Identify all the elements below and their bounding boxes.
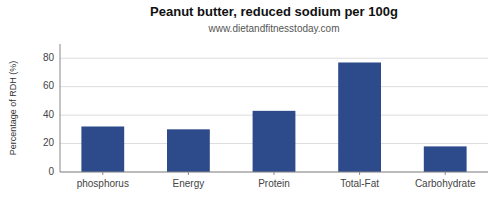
bar <box>424 146 467 172</box>
title: Peanut butter, reduced sodium per 100g <box>150 4 398 19</box>
bar <box>81 126 124 172</box>
y-axis-label: Percentage of RDH (%) <box>8 61 18 156</box>
grid-line <box>60 86 488 87</box>
grid-line <box>60 58 488 59</box>
y-tick-label: 60 <box>43 80 55 91</box>
grid <box>60 58 488 172</box>
x-tick <box>188 172 189 175</box>
subtitle: www.dietandfitnesstoday.com <box>208 23 340 34</box>
bar <box>253 111 296 172</box>
x-tick-label: Total-Fat <box>340 178 379 189</box>
y-tick-label: 0 <box>48 166 54 177</box>
x-tick <box>102 172 103 175</box>
x-tick <box>359 172 360 175</box>
y-tick-label: 40 <box>43 109 55 120</box>
chart: Peanut butter, reduced sodium per 100g ww… <box>0 0 500 200</box>
y-axis-line <box>60 44 61 172</box>
x-axis: phosphorus Energy Protein Total-Fat Carbohyd… <box>60 172 488 189</box>
y-axis: 0 20 40 60 80 <box>43 44 60 177</box>
y-tick-label: 20 <box>43 137 55 148</box>
x-tick-label: phosphorus <box>77 178 129 189</box>
bar <box>338 62 381 172</box>
y-tick-label: 80 <box>43 52 55 63</box>
x-tick-label: Carbohydrate <box>415 178 476 189</box>
x-tick <box>445 172 446 175</box>
x-tick <box>274 172 275 175</box>
bars <box>81 62 466 172</box>
bar <box>167 129 210 172</box>
x-tick-label: Protein <box>258 178 290 189</box>
x-tick-label: Energy <box>173 178 205 189</box>
